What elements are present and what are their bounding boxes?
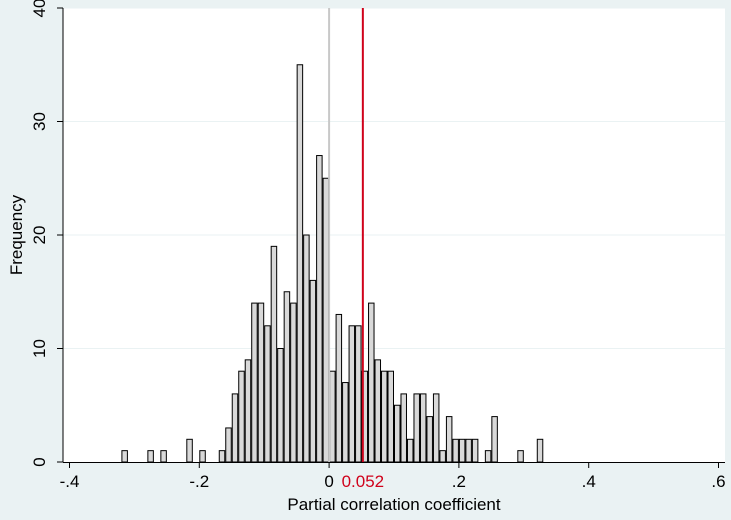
histogram-bar — [348, 325, 356, 463]
reference-lines — [328, 8, 364, 462]
histogram-bar — [335, 313, 343, 463]
y-tick-label: 30 — [30, 112, 49, 131]
histogram-bar — [536, 438, 544, 463]
histogram-bar — [296, 64, 304, 463]
histogram-bar — [445, 416, 453, 463]
y-axis-label: Frequency — [7, 194, 26, 275]
histogram-bar — [316, 155, 323, 463]
histogram-bar — [270, 245, 278, 463]
x-tick-label: -.2 — [189, 472, 209, 491]
reference-line-label: 0.052 — [342, 472, 385, 491]
histogram-bar — [368, 302, 375, 463]
histogram-bar — [452, 438, 459, 463]
histogram-bar — [186, 438, 193, 463]
x-tick-label: -.4 — [60, 472, 80, 491]
histogram-bar — [432, 393, 440, 463]
y-tick-label: 20 — [30, 226, 49, 245]
histogram-bar — [322, 177, 330, 463]
histogram-bar — [218, 450, 226, 463]
histogram-bar — [309, 279, 317, 463]
histogram-bar — [387, 370, 394, 463]
histogram-bar — [290, 302, 297, 463]
histogram-bar — [121, 450, 128, 463]
y-tick-label: 10 — [30, 339, 49, 358]
histogram-bar — [381, 370, 388, 463]
grid-lines — [63, 7, 725, 349]
x-tick-label: .4 — [582, 472, 596, 491]
histogram-bar — [406, 438, 414, 463]
histogram-bar — [458, 438, 466, 463]
histogram-bar — [238, 370, 245, 463]
histogram-bar — [257, 302, 265, 463]
x-axis-label: Partial correlation coefficient — [287, 495, 501, 514]
histogram-bar — [147, 450, 154, 463]
y-tick-label: 0 — [30, 457, 49, 466]
x-tick-label: .2 — [452, 472, 466, 491]
histogram-bar — [329, 370, 336, 463]
histogram-bar — [199, 450, 206, 463]
x-tick-label: .6 — [711, 472, 725, 491]
histogram-bar — [342, 382, 349, 463]
x-tick-label: 0 — [324, 472, 333, 491]
histogram-bar — [277, 348, 284, 463]
histogram-bar — [374, 359, 382, 463]
histogram-bar — [251, 302, 258, 463]
histogram-bar — [491, 416, 498, 463]
histogram-bar — [244, 359, 252, 463]
histogram-bar — [426, 416, 433, 463]
histogram-bar — [465, 438, 472, 463]
histogram-bar — [394, 404, 401, 463]
histogram-bar — [264, 325, 271, 463]
histogram-bar — [283, 291, 291, 463]
histogram-bar — [231, 393, 239, 463]
histogram-bar — [484, 450, 492, 463]
histogram-bar — [355, 325, 362, 463]
histogram-bar — [400, 393, 407, 463]
y-tick-label: 40 — [30, 0, 49, 17]
histogram-bars — [121, 64, 544, 463]
histogram-bar — [225, 427, 232, 463]
histogram-bar — [439, 450, 446, 463]
axes: -.4 -.2 0 .2 .4 .6 0 10 20 30 40 0.052 — [30, 0, 726, 491]
histogram-bar — [517, 450, 524, 463]
histogram-bar — [413, 393, 420, 463]
histogram-bar — [471, 438, 479, 463]
histogram-bar — [419, 393, 427, 463]
histogram-bar — [160, 450, 167, 463]
histogram-bar — [303, 234, 310, 463]
